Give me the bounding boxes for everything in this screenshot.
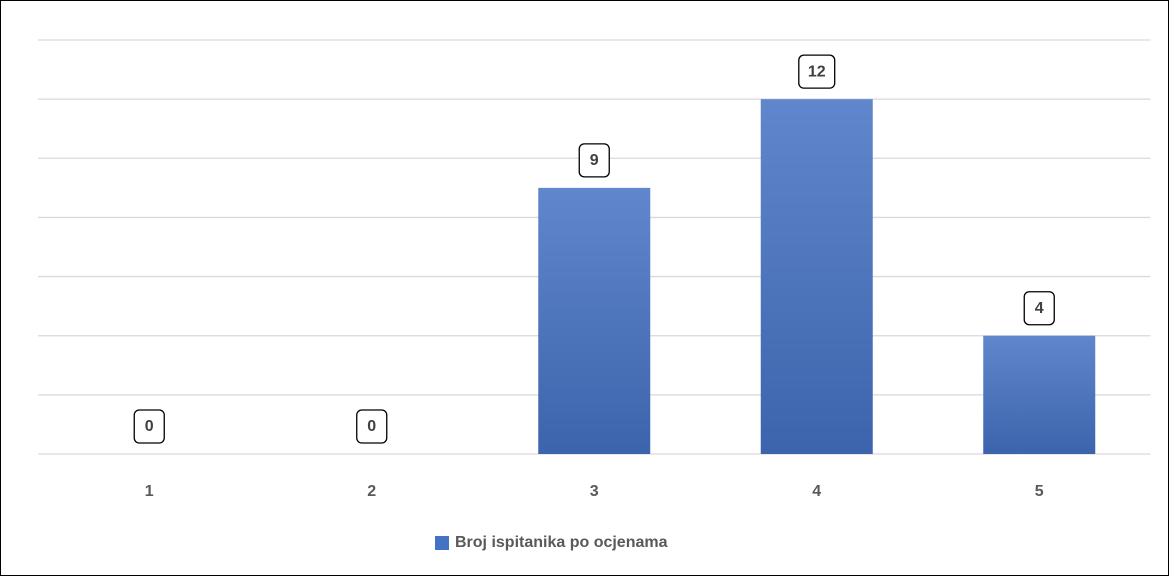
bar [538,187,651,454]
legend-label: Broj ispitanika po ocjenama [455,534,668,551]
data-label-box [133,409,165,444]
data-label: 9 [590,152,599,169]
data-label: 0 [145,418,154,435]
x-tick-label: 5 [1035,483,1044,500]
data-label: 12 [808,63,826,80]
bar [760,99,873,455]
data-label: 0 [367,418,376,435]
data-label-box [578,143,610,178]
data-label-box [356,409,388,444]
data-label: 4 [1035,300,1044,317]
bar [983,335,1096,454]
x-tick-label: 4 [812,483,821,500]
x-tick-label: 2 [367,483,376,500]
x-tick-label: 3 [590,483,599,500]
x-tick-label: 1 [145,483,154,500]
data-label-box [798,54,836,89]
legend-swatch [435,536,449,550]
data-label-box [1023,291,1055,326]
